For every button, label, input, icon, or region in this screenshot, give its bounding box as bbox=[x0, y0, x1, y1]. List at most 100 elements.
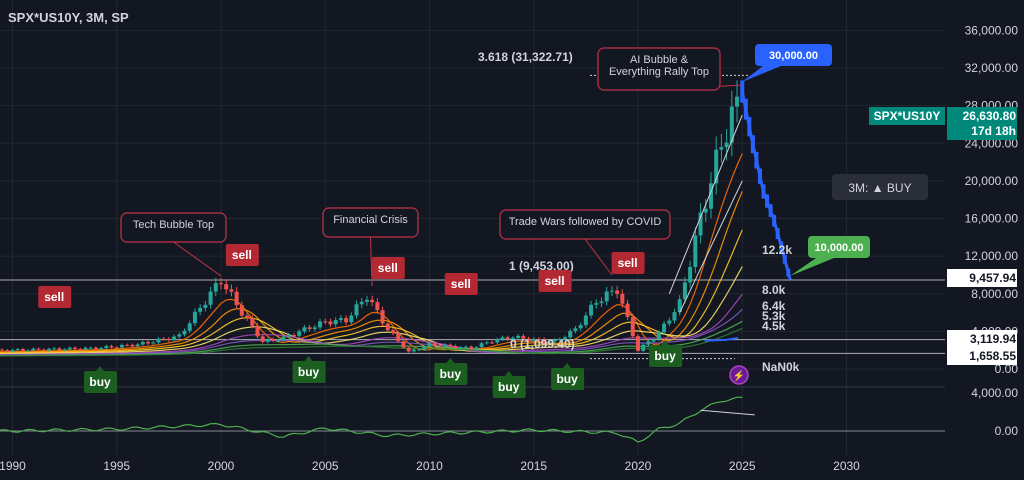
candle-body bbox=[672, 312, 677, 321]
symbol-title: SPX*US10Y, 3M, SP bbox=[8, 10, 129, 25]
buy-label: buy bbox=[654, 349, 676, 363]
candle-body bbox=[229, 289, 234, 292]
candle-body bbox=[182, 330, 187, 335]
candle-body bbox=[500, 337, 505, 340]
candle-body bbox=[245, 315, 250, 318]
target-pointer bbox=[742, 66, 781, 82]
candle-body bbox=[380, 310, 385, 324]
ma-label: 12.2k bbox=[762, 243, 792, 257]
candle-body bbox=[547, 341, 552, 343]
price-axis-label: 32,000.00 bbox=[965, 61, 1019, 75]
candle-body bbox=[453, 345, 458, 349]
candle-body bbox=[437, 345, 442, 347]
sell-label: sell bbox=[44, 290, 64, 304]
candle-body bbox=[646, 341, 651, 345]
candle-body bbox=[234, 291, 239, 306]
candle-body bbox=[406, 347, 411, 352]
candle-body bbox=[151, 342, 156, 344]
candle-body bbox=[307, 327, 312, 330]
price-axis-label: 20,000.00 bbox=[965, 174, 1019, 188]
candle-body bbox=[31, 348, 36, 351]
buy-box bbox=[84, 371, 118, 393]
candle-body bbox=[302, 327, 307, 332]
candle-body bbox=[333, 320, 338, 325]
candle-body bbox=[328, 321, 333, 325]
candle-body bbox=[213, 283, 218, 292]
callout-pointer bbox=[370, 236, 373, 287]
candle-body bbox=[594, 303, 599, 305]
ma-label: 4.5k bbox=[762, 319, 786, 333]
candle-body bbox=[281, 336, 286, 341]
price-axis-label: 12,000.00 bbox=[965, 249, 1019, 263]
candle-body bbox=[140, 342, 145, 345]
sell-box bbox=[225, 244, 259, 266]
target-box bbox=[808, 236, 870, 258]
candle-body bbox=[729, 106, 734, 143]
candle-body bbox=[99, 347, 104, 350]
tag-box bbox=[947, 347, 1017, 365]
candle-body bbox=[510, 337, 515, 340]
candle-body bbox=[271, 339, 276, 341]
projection-candle bbox=[765, 194, 770, 208]
candle-body bbox=[62, 349, 67, 351]
last-price-tag: 26,630.80 bbox=[947, 107, 1017, 125]
tag-box bbox=[947, 107, 1017, 125]
candle-body bbox=[688, 266, 693, 283]
candle-body bbox=[609, 290, 614, 292]
candle-body bbox=[417, 349, 422, 351]
buy-signal: buy bbox=[551, 363, 585, 390]
projection-candle bbox=[768, 204, 773, 217]
candle-body bbox=[474, 347, 479, 350]
target-label: 10,000.00 bbox=[815, 242, 864, 254]
candle-body bbox=[682, 282, 687, 300]
tech-bubble-callout: Tech Bubble Top bbox=[120, 212, 227, 277]
moving-average-line bbox=[0, 266, 743, 355]
sell-signal: sell bbox=[38, 286, 72, 308]
price-axis-label: 36,000.00 bbox=[965, 23, 1019, 37]
sell-box bbox=[444, 273, 478, 295]
sell-signal: sell bbox=[538, 270, 572, 292]
candle-body bbox=[41, 349, 46, 351]
candle-body bbox=[693, 235, 698, 267]
projection-candle bbox=[743, 98, 748, 120]
buy-label: buy bbox=[556, 372, 578, 386]
tag-text: 9,457.94 bbox=[969, 271, 1016, 285]
candle-body bbox=[125, 344, 130, 346]
candle-body bbox=[114, 347, 119, 349]
candle-body bbox=[542, 339, 547, 343]
candle-body bbox=[698, 212, 703, 236]
projection-small bbox=[704, 336, 739, 342]
sell-signal: sell bbox=[611, 252, 645, 274]
candle-body bbox=[93, 347, 98, 350]
candle-body bbox=[490, 342, 495, 344]
candle-body bbox=[401, 341, 406, 348]
candle-body bbox=[604, 291, 609, 302]
buy-box bbox=[292, 361, 326, 383]
candle-body bbox=[198, 307, 203, 312]
candle-body bbox=[203, 304, 208, 308]
candle-body bbox=[589, 304, 594, 316]
sell-label: sell bbox=[232, 248, 252, 262]
buy-arrow bbox=[661, 340, 670, 345]
candle-body bbox=[130, 344, 135, 347]
candle-body bbox=[52, 348, 57, 350]
callout-box bbox=[120, 212, 227, 243]
candle-body bbox=[505, 337, 510, 340]
candle-body bbox=[443, 344, 448, 347]
symbol-tag: SPX*US10Y bbox=[869, 107, 945, 125]
candle-body bbox=[583, 315, 588, 326]
buy-signal: buy bbox=[492, 371, 526, 398]
sell-label: sell bbox=[451, 277, 471, 291]
callout-pointer bbox=[584, 238, 613, 276]
candle-body bbox=[286, 335, 291, 337]
fib-0-label: 0 (1,099.40) bbox=[510, 337, 575, 351]
candle-body bbox=[104, 346, 109, 348]
price-axis-label: 8,000.00 bbox=[971, 287, 1018, 301]
sell-label: sell bbox=[545, 274, 565, 288]
candle-body bbox=[458, 347, 463, 349]
candle-body bbox=[573, 328, 578, 332]
candle-body bbox=[276, 340, 281, 342]
candle-body bbox=[615, 290, 620, 294]
ma-label: 6.4k bbox=[762, 299, 786, 313]
